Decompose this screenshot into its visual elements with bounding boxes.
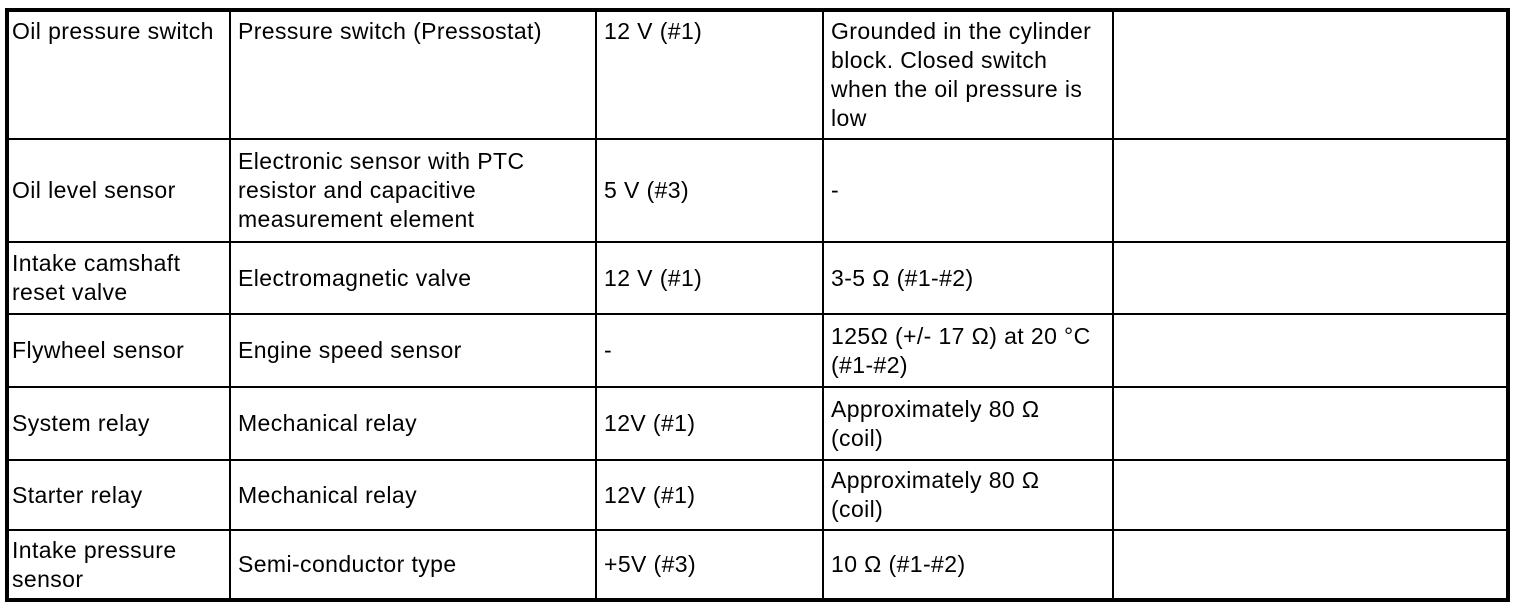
resistance-cell: - bbox=[822, 138, 1114, 243]
table-row-intake-pressure-sensor: Intake pressure sensor Semi-conductor ty… bbox=[6, 529, 1509, 601]
empty-cell bbox=[1112, 459, 1509, 531]
component-cell: Intake pressure sensor bbox=[6, 529, 231, 601]
voltage-cell: +5V (#3) bbox=[595, 529, 824, 601]
spec-table-body: Oil pressure switch Pressure switch (Pre… bbox=[6, 9, 1509, 601]
description-cell: Semi-conductor type bbox=[229, 529, 597, 601]
voltage-cell: 12V (#1) bbox=[595, 386, 824, 461]
component-cell: Oil level sensor bbox=[6, 138, 231, 243]
resistance-cell: 10 Ω (#1-#2) bbox=[822, 529, 1114, 601]
table-row-flywheel-sensor: Flywheel sensor Engine speed sensor - 12… bbox=[6, 313, 1509, 388]
engine-components-spec-table: Oil pressure switch Pressure switch (Pre… bbox=[5, 8, 1510, 602]
resistance-cell: 125Ω (+/- 17 Ω) at 20 °C (#1-#2) bbox=[822, 313, 1114, 388]
component-cell: Flywheel sensor bbox=[6, 313, 231, 388]
description-cell: Electronic sensor with PTC resistor and … bbox=[229, 138, 597, 243]
component-cell: Starter relay bbox=[6, 459, 231, 531]
voltage-cell: - bbox=[595, 313, 824, 388]
empty-cell bbox=[1112, 9, 1509, 140]
description-cell: Pressure switch (Pressostat) bbox=[229, 9, 597, 140]
table-row-system-relay: System relay Mechanical relay 12V (#1) A… bbox=[6, 386, 1509, 461]
component-cell: Oil pressure switch bbox=[6, 9, 231, 140]
resistance-cell: Approximately 80 Ω (coil) bbox=[822, 386, 1114, 461]
description-cell: Mechanical relay bbox=[229, 386, 597, 461]
table-row-oil-level-sensor: Oil level sensor Electronic sensor with … bbox=[6, 138, 1509, 243]
resistance-cell: 3-5 Ω (#1-#2) bbox=[822, 241, 1114, 315]
table-row-oil-pressure-switch: Oil pressure switch Pressure switch (Pre… bbox=[6, 9, 1509, 140]
voltage-cell: 5 V (#3) bbox=[595, 138, 824, 243]
voltage-cell: 12V (#1) bbox=[595, 459, 824, 531]
table-row-intake-camshaft-reset-valve: Intake camshaft reset valve Electromagne… bbox=[6, 241, 1509, 315]
description-cell: Electromagnetic valve bbox=[229, 241, 597, 315]
description-cell: Engine speed sensor bbox=[229, 313, 597, 388]
resistance-cell: Grounded in the cylinder block. Closed s… bbox=[822, 9, 1114, 140]
component-cell: System relay bbox=[6, 386, 231, 461]
empty-cell bbox=[1112, 138, 1509, 243]
empty-cell bbox=[1112, 241, 1509, 315]
empty-cell bbox=[1112, 529, 1509, 601]
component-cell: Intake camshaft reset valve bbox=[6, 241, 231, 315]
empty-cell bbox=[1112, 313, 1509, 388]
resistance-cell: Approximately 80 Ω (coil) bbox=[822, 459, 1114, 531]
voltage-cell: 12 V (#1) bbox=[595, 241, 824, 315]
description-cell: Mechanical relay bbox=[229, 459, 597, 531]
empty-cell bbox=[1112, 386, 1509, 461]
voltage-cell: 12 V (#1) bbox=[595, 9, 824, 140]
table-row-starter-relay: Starter relay Mechanical relay 12V (#1) … bbox=[6, 459, 1509, 531]
